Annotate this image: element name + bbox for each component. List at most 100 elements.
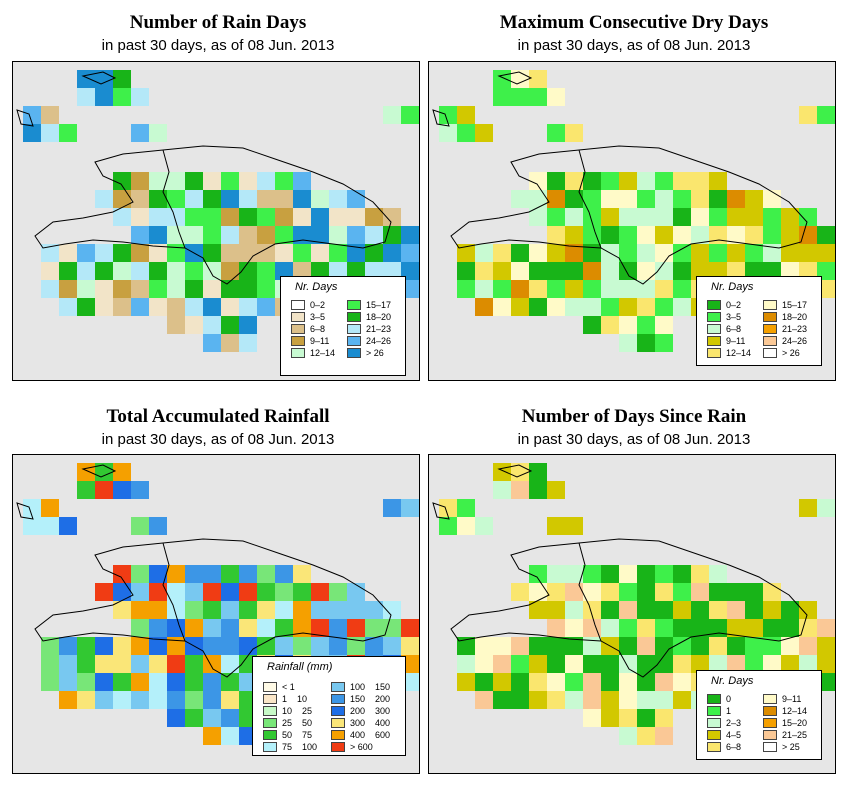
coastline (34, 538, 392, 678)
grid-cell (275, 190, 293, 208)
grid-cell (131, 208, 149, 226)
grid-cell (547, 637, 565, 655)
grid-cell (167, 244, 185, 262)
grid-cell (113, 565, 131, 583)
grid-cell (221, 262, 239, 280)
grid-cell (529, 172, 547, 190)
grid-cell (601, 226, 619, 244)
legend-label: 100 150 (350, 682, 391, 692)
grid-cell (221, 334, 239, 352)
legend-label: > 26 (782, 348, 800, 358)
legend-label: 4–5 (726, 730, 742, 740)
legend-item: 1 10 (263, 693, 307, 705)
grid-cell (673, 637, 691, 655)
legend-swatch (263, 730, 277, 740)
legend-label: 300 400 (350, 718, 391, 728)
grid-cell (95, 262, 113, 280)
grid-cell (565, 208, 583, 226)
grid-cell (529, 70, 547, 88)
grid-cell (493, 673, 511, 691)
panel-title: Number of Days Since Rain (521, 406, 747, 427)
island-outline (432, 464, 533, 520)
legend-item: 12–14 (707, 347, 751, 359)
grid-cell (601, 601, 619, 619)
grid-cell (529, 262, 547, 280)
grid-cell (619, 709, 637, 727)
grid-cell (655, 565, 673, 583)
grid-cell (41, 280, 59, 298)
grid-cell (475, 637, 493, 655)
legend-title: Nr. Days (711, 675, 754, 687)
legend-item: 24–26 (763, 335, 807, 347)
grid-cell (167, 262, 185, 280)
grid-cell (293, 601, 311, 619)
grid-cell (203, 727, 221, 745)
legend-item: 12–14 (291, 347, 335, 359)
grid-cell (293, 262, 311, 280)
legend-item: 21–23 (763, 323, 807, 335)
legend-title: Rainfall (mm) (267, 661, 333, 673)
grid-cell (185, 619, 203, 637)
grid-cell (745, 226, 763, 244)
legend-swatch (347, 312, 361, 322)
grid-cell (799, 601, 817, 619)
grid-cell (475, 517, 493, 535)
grid-cell (167, 601, 185, 619)
legend-item: 9–11 (763, 693, 801, 705)
grid-cell (583, 637, 601, 655)
grid-cell (799, 499, 817, 517)
legend-swatch (291, 324, 305, 334)
grid-cell (655, 208, 673, 226)
grid-cell (781, 244, 799, 262)
grid-cell (673, 226, 691, 244)
grid-cell (77, 244, 95, 262)
grid-cell (637, 619, 655, 637)
grid-cell (457, 280, 475, 298)
grid-cell (221, 172, 239, 190)
grid-cell (763, 190, 781, 208)
grid-cell (203, 673, 221, 691)
grid-cell (637, 316, 655, 334)
legend-label: 15–20 (782, 718, 808, 728)
legend-item: 10 25 (263, 705, 312, 717)
grid-cell (149, 280, 167, 298)
grid-cell (293, 208, 311, 226)
grid-cell (167, 691, 185, 709)
grid-cell (113, 691, 131, 709)
grid-cell (365, 601, 383, 619)
grid-cell (583, 226, 601, 244)
grid-cell (511, 481, 529, 499)
grid-cell (131, 298, 149, 316)
grid-cell (673, 280, 691, 298)
grid-cell (329, 619, 347, 637)
grid-cell (131, 280, 149, 298)
grid-cell (637, 727, 655, 745)
grid-cell (131, 172, 149, 190)
grid-cell (239, 262, 257, 280)
grid-cell (401, 637, 419, 655)
legend-label: 18–20 (366, 312, 392, 322)
grid-cell (529, 190, 547, 208)
grid-cell (493, 70, 511, 88)
grid-cell (329, 244, 347, 262)
grid-cell (511, 190, 529, 208)
grid-cell (311, 619, 329, 637)
grid-cell (311, 601, 329, 619)
grid-cell (763, 601, 781, 619)
legend-label: 24–26 (366, 336, 392, 346)
grid-cell (601, 208, 619, 226)
legend-swatch (331, 730, 345, 740)
grid-cell (77, 691, 95, 709)
grid-cell (817, 619, 835, 637)
legend-label: 3–5 (310, 312, 326, 322)
country-border (578, 542, 602, 642)
grid-cell (167, 583, 185, 601)
legend-swatch (331, 694, 345, 704)
grid-cell (293, 190, 311, 208)
grid-cell (673, 298, 691, 316)
grid-cell (203, 298, 221, 316)
grid-cell (59, 124, 77, 142)
grid-cell (727, 190, 745, 208)
grid-cell (727, 583, 745, 601)
grid-cell (583, 208, 601, 226)
